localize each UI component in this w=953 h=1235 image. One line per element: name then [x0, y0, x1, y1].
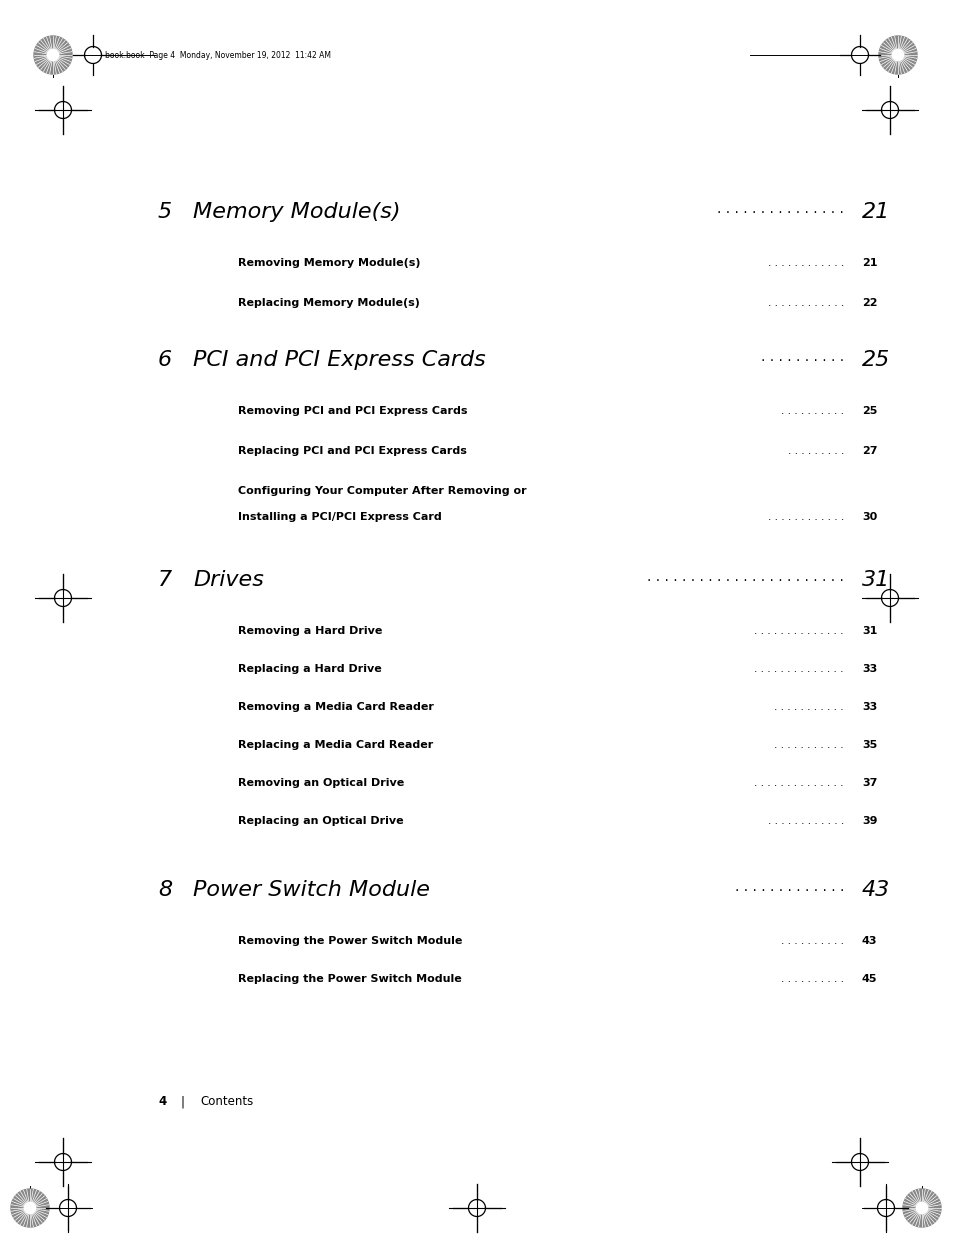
- Text: Removing a Media Card Reader: Removing a Media Card Reader: [237, 701, 434, 713]
- Text: 25: 25: [862, 350, 889, 370]
- Circle shape: [11, 1189, 49, 1228]
- Text: . . . . . . . . . . . . . . .: . . . . . . . . . . . . . . .: [717, 203, 843, 216]
- Text: |: |: [180, 1095, 184, 1108]
- Text: Removing Memory Module(s): Removing Memory Module(s): [237, 258, 420, 268]
- Text: . . . . . . . . . . . . . . . . . . . . . . .: . . . . . . . . . . . . . . . . . . . . …: [646, 571, 843, 584]
- Text: 43: 43: [862, 881, 889, 900]
- Text: 22: 22: [862, 298, 877, 308]
- Text: 31: 31: [862, 626, 877, 636]
- Text: Replacing PCI and PCI Express Cards: Replacing PCI and PCI Express Cards: [237, 446, 466, 456]
- Text: . . . . . . . . . . .: . . . . . . . . . . .: [774, 701, 843, 713]
- Text: Replacing the Power Switch Module: Replacing the Power Switch Module: [237, 974, 461, 984]
- Text: Installing a PCI/PCI Express Card: Installing a PCI/PCI Express Card: [237, 513, 441, 522]
- Text: . . . . . . . . . .: . . . . . . . . . .: [781, 406, 843, 416]
- Text: 45: 45: [862, 974, 877, 984]
- Text: Power Switch Module: Power Switch Module: [193, 881, 430, 900]
- Text: Memory Module(s): Memory Module(s): [193, 203, 400, 222]
- Text: . . . . . . . . . . . . . .: . . . . . . . . . . . . . .: [754, 626, 843, 636]
- Text: 5: 5: [158, 203, 172, 222]
- Text: . . . . . . . . . . . . . .: . . . . . . . . . . . . . .: [754, 778, 843, 788]
- Text: 43: 43: [862, 936, 877, 946]
- Text: 33: 33: [862, 664, 877, 674]
- Circle shape: [34, 36, 71, 74]
- Circle shape: [891, 49, 902, 61]
- Text: 4: 4: [158, 1095, 166, 1108]
- Circle shape: [24, 1203, 35, 1214]
- Circle shape: [915, 1203, 926, 1214]
- Circle shape: [902, 1189, 940, 1228]
- Text: Replacing Memory Module(s): Replacing Memory Module(s): [237, 298, 419, 308]
- Text: Replacing a Hard Drive: Replacing a Hard Drive: [237, 664, 381, 674]
- Text: 27: 27: [862, 446, 877, 456]
- Text: Removing a Hard Drive: Removing a Hard Drive: [237, 626, 382, 636]
- Text: Replacing an Optical Drive: Replacing an Optical Drive: [237, 816, 403, 826]
- Text: Removing PCI and PCI Express Cards: Removing PCI and PCI Express Cards: [237, 406, 467, 416]
- Text: Drives: Drives: [193, 571, 264, 590]
- Text: . . . . . . . . . . . . .: . . . . . . . . . . . . .: [734, 881, 843, 894]
- Text: 31: 31: [862, 571, 889, 590]
- Text: 25: 25: [862, 406, 877, 416]
- Text: Removing an Optical Drive: Removing an Optical Drive: [237, 778, 404, 788]
- Text: . . . . . . . . . . . .: . . . . . . . . . . . .: [767, 816, 843, 826]
- Text: 8: 8: [158, 881, 172, 900]
- Circle shape: [878, 36, 916, 74]
- Text: 6: 6: [158, 350, 172, 370]
- Text: . . . . . . . . . .: . . . . . . . . . .: [760, 350, 843, 364]
- Text: 35: 35: [862, 740, 877, 750]
- Text: Configuring Your Computer After Removing or: Configuring Your Computer After Removing…: [237, 487, 526, 496]
- Text: Removing the Power Switch Module: Removing the Power Switch Module: [237, 936, 462, 946]
- Text: 33: 33: [862, 701, 877, 713]
- Text: 37: 37: [862, 778, 877, 788]
- Text: 39: 39: [862, 816, 877, 826]
- Text: . . . . . . . . . . . .: . . . . . . . . . . . .: [767, 258, 843, 268]
- Text: . . . . . . . . . . . .: . . . . . . . . . . . .: [767, 513, 843, 522]
- Text: 7: 7: [158, 571, 172, 590]
- Text: Contents: Contents: [200, 1095, 253, 1108]
- Text: 21: 21: [862, 203, 889, 222]
- Text: . . . . . . . . . . .: . . . . . . . . . . .: [774, 740, 843, 750]
- Circle shape: [48, 49, 59, 61]
- Text: PCI and PCI Express Cards: PCI and PCI Express Cards: [193, 350, 485, 370]
- Text: Replacing a Media Card Reader: Replacing a Media Card Reader: [237, 740, 433, 750]
- Text: . . . . . . . . . .: . . . . . . . . . .: [781, 974, 843, 984]
- Text: 30: 30: [862, 513, 877, 522]
- Text: . . . . . . . . . . . .: . . . . . . . . . . . .: [767, 298, 843, 308]
- Text: . . . . . . . . . . . . . .: . . . . . . . . . . . . . .: [754, 664, 843, 674]
- Text: 21: 21: [862, 258, 877, 268]
- Text: . . . . . . . . .: . . . . . . . . .: [787, 446, 843, 456]
- Text: book.book  Page 4  Monday, November 19, 2012  11:42 AM: book.book Page 4 Monday, November 19, 20…: [105, 51, 331, 59]
- Text: . . . . . . . . . .: . . . . . . . . . .: [781, 936, 843, 946]
